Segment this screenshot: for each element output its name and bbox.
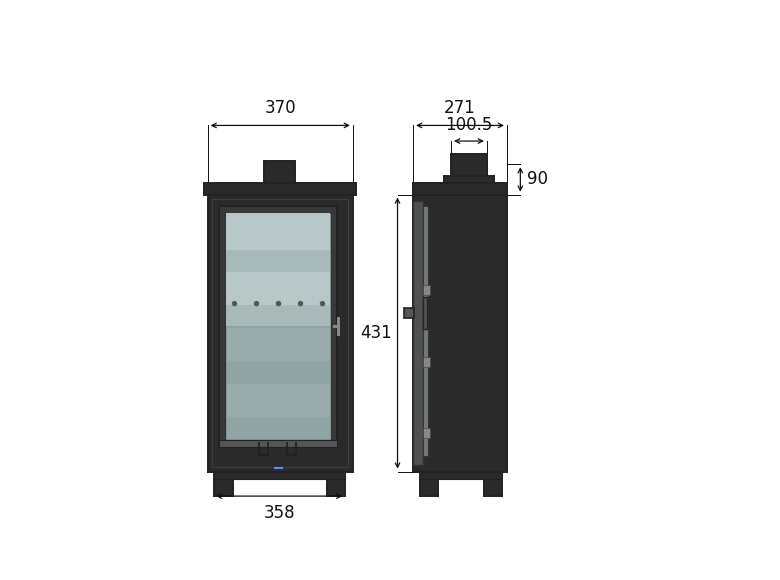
Circle shape (254, 302, 258, 306)
Bar (264, 161, 295, 183)
Bar (420, 472, 438, 496)
Text: 271: 271 (444, 99, 476, 117)
Bar (424, 357, 430, 367)
Bar (327, 472, 346, 496)
Bar (207, 195, 353, 472)
Bar (219, 206, 337, 447)
Bar (225, 361, 330, 383)
Circle shape (232, 302, 236, 306)
Bar (225, 417, 330, 440)
Bar (225, 306, 330, 328)
Bar (204, 183, 356, 195)
Bar (212, 199, 349, 467)
Bar (225, 249, 330, 272)
Bar (404, 307, 414, 318)
Circle shape (321, 302, 324, 306)
Bar (484, 472, 502, 496)
Bar (413, 195, 507, 472)
Bar (215, 472, 233, 496)
Bar (445, 176, 494, 183)
Text: 100.5: 100.5 (445, 117, 493, 135)
Bar (219, 440, 337, 447)
Bar (413, 201, 423, 465)
Bar (215, 473, 346, 478)
Bar (451, 154, 487, 176)
Bar (423, 298, 427, 329)
Bar (225, 212, 331, 440)
Circle shape (299, 302, 303, 306)
Bar (225, 213, 330, 327)
Text: 370: 370 (264, 99, 296, 117)
Bar (424, 428, 430, 438)
Text: 358: 358 (264, 504, 295, 522)
Bar (413, 183, 507, 195)
Text: 431: 431 (360, 324, 392, 342)
Circle shape (276, 302, 281, 306)
Bar (420, 473, 502, 478)
Bar (423, 206, 428, 456)
Text: 90: 90 (527, 171, 548, 188)
Bar (424, 285, 430, 295)
